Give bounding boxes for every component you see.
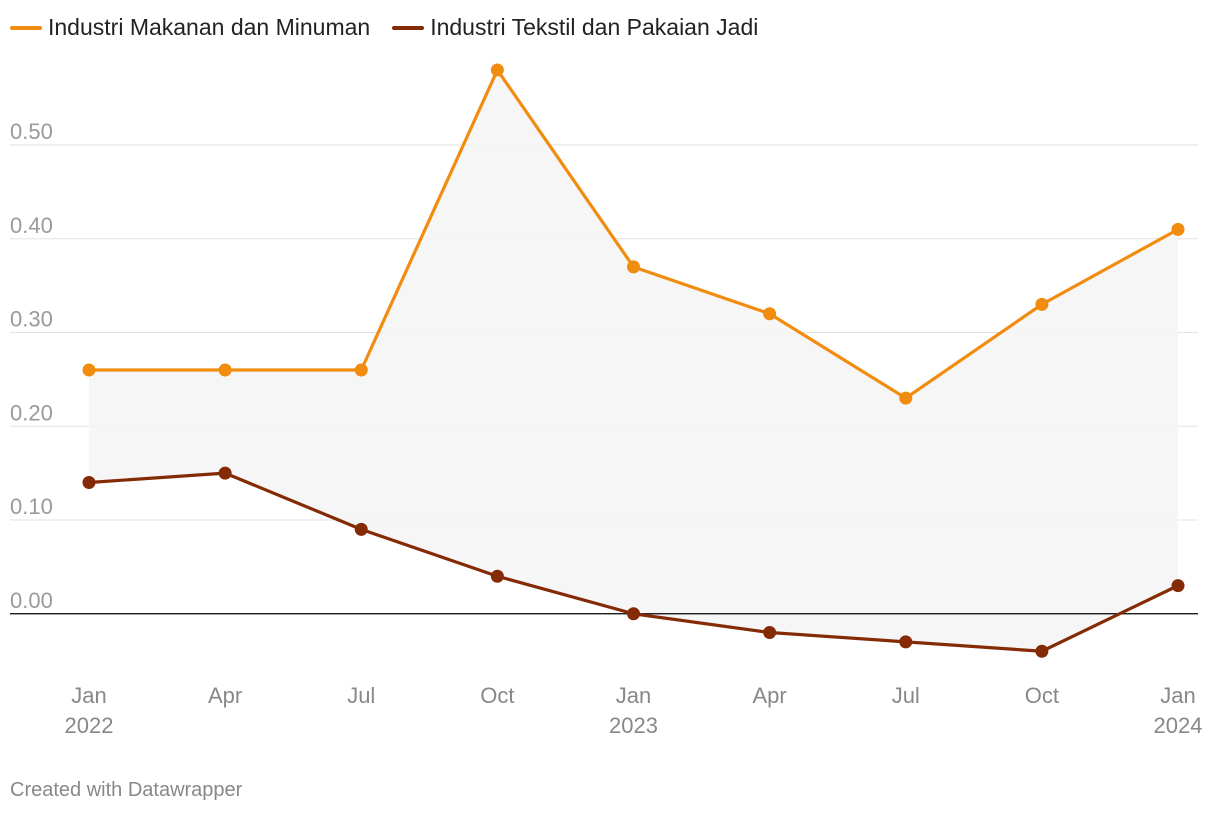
legend: Industri Makanan dan Minuman Industri Te…	[10, 14, 758, 41]
data-point	[82, 476, 96, 489]
line-chart: 0.50 0.40 0.30 0.20 0.10 0.00 Jan 2022 Apr Jul Oc…	[10, 63, 1203, 738]
data-point	[490, 569, 504, 583]
data-point	[899, 391, 913, 405]
x-tick-year-label: 2022	[65, 713, 114, 738]
data-point	[1171, 579, 1185, 593]
data-point	[763, 626, 777, 639]
data-point	[82, 363, 96, 377]
x-tick-label: Jul	[892, 683, 920, 708]
y-tick-label: 0.30	[10, 307, 53, 332]
x-tick-label: Jan	[616, 683, 651, 708]
x-tick-label: Jul	[347, 683, 375, 708]
x-tick-label: Oct	[480, 683, 514, 708]
data-point	[490, 63, 504, 77]
legend-swatch-textile-apparel	[392, 25, 425, 30]
data-point	[354, 522, 368, 536]
data-point	[1035, 644, 1049, 658]
datawrapper-credit: Created with Datawrapper	[10, 779, 243, 801]
data-point	[763, 307, 777, 321]
y-tick-label: 0.00	[10, 588, 53, 613]
x-tick-year-label: 2024	[1154, 713, 1203, 738]
x-axis: Jan 2022 Apr Jul Oct Jan 2023 Apr Jul Oct Jan 2024	[65, 683, 1203, 738]
data-point	[1035, 297, 1049, 311]
x-tick-label: Jan	[71, 683, 106, 708]
data-point	[899, 635, 913, 649]
x-tick-year-label: 2023	[609, 713, 658, 738]
legend-label-textile-apparel: Industri Tekstil dan Pakaian Jadi	[430, 14, 759, 40]
data-point	[354, 363, 368, 377]
area-layer	[89, 70, 1178, 652]
x-tick-label: Oct	[1025, 683, 1059, 708]
y-tick-label: 0.10	[10, 494, 53, 519]
x-tick-label: Jan	[1160, 683, 1195, 708]
data-point	[627, 607, 640, 621]
y-tick-label: 0.50	[10, 119, 53, 144]
y-tick-label: 0.20	[10, 400, 53, 425]
legend-item-textile-apparel: Industri Tekstil dan Pakaian Jadi	[392, 14, 758, 41]
legend-swatch-food-beverage	[10, 25, 42, 30]
data-point	[1171, 222, 1185, 236]
data-point	[218, 466, 232, 480]
x-tick-label: Apr	[208, 683, 242, 708]
legend-label-food-beverage: Industri Makanan dan Minuman	[48, 14, 371, 40]
data-point	[627, 260, 640, 274]
data-point	[218, 363, 232, 377]
y-tick-label: 0.40	[10, 213, 53, 238]
series-layer	[82, 63, 1185, 658]
area-between-series	[89, 70, 1178, 652]
x-tick-label: Apr	[753, 683, 787, 708]
legend-item-food-beverage: Industri Makanan dan Minuman	[10, 14, 370, 41]
